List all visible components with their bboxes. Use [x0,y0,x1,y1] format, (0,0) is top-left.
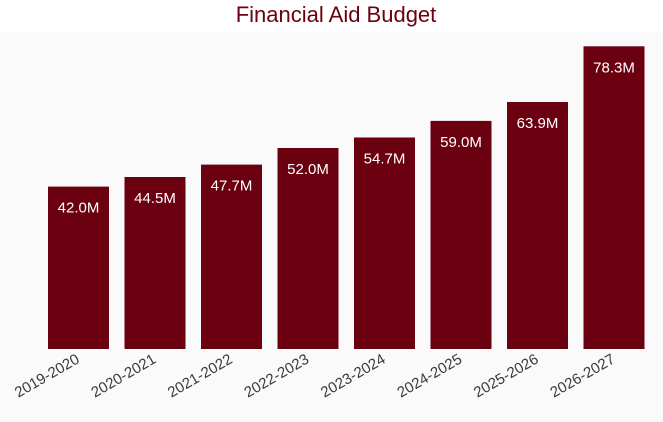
value-label-2020-2021: 44.5M [134,190,176,207]
bar-2025-2026 [507,102,568,349]
bar-2024-2025 [430,120,492,350]
bar-2020-2021 [124,177,186,349]
value-label-2025-2026: 63.9M [517,115,559,132]
bar-2026-2027 [583,46,645,350]
value-label-2019-2020: 42.0M [58,200,100,217]
value-label-2023-2024: 54.7M [364,151,406,168]
bars-group [48,46,645,350]
value-label-2026-2027: 78.3M [593,59,635,76]
bar-2019-2020 [48,186,109,349]
bar-2023-2024 [354,137,415,349]
value-label-2021-2022: 47.7M [211,178,253,195]
value-label-2022-2023: 52.0M [287,161,329,178]
value-label-2024-2025: 59.0M [440,134,482,151]
chart-title: Financial Aid Budget [236,2,437,27]
bar-2022-2023 [277,148,339,349]
value-labels-group: 42.0M 44.5M 47.7M 52.0M 54.7M 59.0M 63.9M 78.3M [58,59,635,216]
bar-2021-2022 [201,164,262,349]
